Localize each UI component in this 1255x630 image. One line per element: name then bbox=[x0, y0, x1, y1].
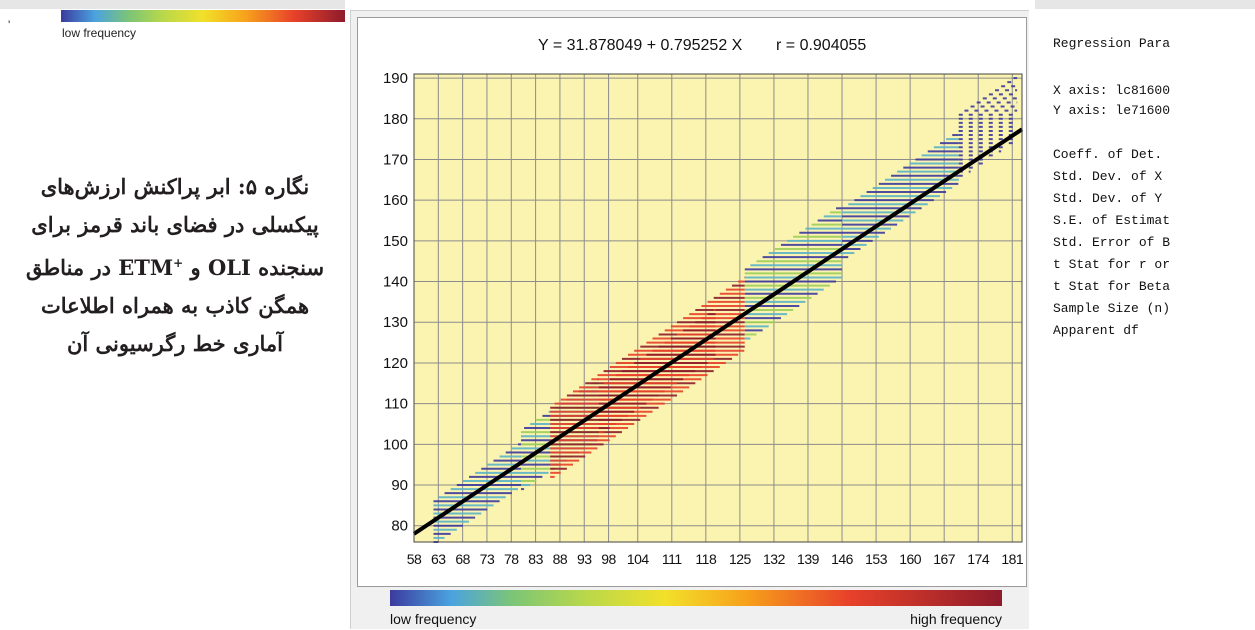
y-tick-label: 160 bbox=[383, 192, 408, 209]
x-tick-label: 111 bbox=[662, 551, 682, 567]
top-bar bbox=[0, 0, 345, 9]
stat-line: t Stat for Beta bbox=[1053, 279, 1170, 294]
scatter-chart: Y = 31.878049 + 0.795252 X r = 0.904055 … bbox=[358, 18, 1026, 586]
x-tick-label: 73 bbox=[480, 551, 495, 567]
scatter-chart-panel: Y = 31.878049 + 0.795252 X r = 0.904055 … bbox=[357, 17, 1027, 587]
caption-line-2: پیکسلی در فضای باند قرمز برای bbox=[10, 206, 340, 244]
x-tick-label: 93 bbox=[577, 551, 592, 567]
caption-etm-sup: + bbox=[173, 256, 183, 270]
y-tick-label: 120 bbox=[383, 355, 408, 372]
x-tick-label: 63 bbox=[431, 551, 446, 567]
x-tick-label: 83 bbox=[528, 551, 543, 567]
y-tick-label: 130 bbox=[383, 314, 408, 331]
y-tick-label: 80 bbox=[391, 518, 408, 535]
x-tick-label: 160 bbox=[899, 551, 922, 567]
top-legend-tick: ' bbox=[8, 18, 10, 32]
stat-line: Regression Para bbox=[1053, 36, 1170, 51]
x-tick-label: 146 bbox=[831, 551, 854, 567]
x-tick-label: 125 bbox=[729, 551, 752, 567]
stat-line: t Stat for r or bbox=[1053, 257, 1170, 272]
caption-etm-text: ETM bbox=[118, 255, 173, 280]
x-tick-labels: 58 63 68 73 78 83 88 93 98 104 111 118 125 132 139 146 1… bbox=[407, 551, 1024, 567]
stat-line: Std. Dev. of X bbox=[1053, 169, 1162, 184]
top-legend-label: low frequency bbox=[62, 26, 136, 40]
x-tick-label: 132 bbox=[763, 551, 786, 567]
correlation-coefficient: r = 0.904055 bbox=[776, 37, 866, 54]
y-tick-labels: 80 90 100 110 120 130 140 150 160 170 180 190 bbox=[383, 70, 408, 535]
y-tick-label: 170 bbox=[383, 151, 408, 168]
x-tick-label: 68 bbox=[455, 551, 470, 567]
stat-line: Y axis: le71600 bbox=[1053, 103, 1170, 118]
top-legend-gradient bbox=[61, 10, 345, 22]
caption-etm: ETM+ bbox=[118, 255, 183, 280]
x-tick-label: 88 bbox=[553, 551, 568, 567]
caption-line-3-pre: سنجنده OLI و bbox=[183, 255, 324, 280]
regression-parameters-panel: Regression Para X axis: lc81600 Y axis: le… bbox=[1035, 0, 1255, 630]
y-tick-label: 90 bbox=[391, 477, 408, 494]
y-tick-label: 150 bbox=[383, 233, 408, 250]
frequency-gradient bbox=[390, 590, 1002, 606]
frequency-legend: low frequency high frequency bbox=[390, 590, 1002, 630]
caption-line-3: سنجنده OLI و ETM+ در مناطق bbox=[10, 244, 340, 287]
legend-low-label: low frequency bbox=[390, 611, 476, 627]
y-tick-label: 190 bbox=[383, 70, 408, 87]
stat-line: Std. Dev. of Y bbox=[1053, 191, 1162, 206]
caption-line-4: همگن کاذب به همراه اطلاعات bbox=[10, 287, 340, 325]
caption-line-5: آماری خط رگرسیونی آن bbox=[10, 325, 340, 363]
x-tick-label: 181 bbox=[1001, 551, 1024, 567]
x-tick-label: 58 bbox=[407, 551, 422, 567]
x-tick-label: 174 bbox=[967, 551, 990, 567]
x-tick-label: 139 bbox=[797, 551, 820, 567]
caption-line-1: نگاره ۵: ابر پراکنش ارزش‌های bbox=[10, 168, 340, 206]
caption-line-3-post: در مناطق bbox=[26, 255, 118, 280]
stat-line: Std. Error of B bbox=[1053, 235, 1170, 250]
y-tick-label: 100 bbox=[383, 436, 408, 453]
y-tick-label: 180 bbox=[383, 111, 408, 128]
stat-line: X axis: lc81600 bbox=[1053, 83, 1170, 98]
right-top-bar bbox=[1035, 0, 1255, 9]
stat-line: Coeff. of Det. bbox=[1053, 147, 1162, 162]
x-tick-label: 104 bbox=[627, 551, 650, 567]
top-frequency-legend: ' low frequency bbox=[0, 0, 345, 46]
y-tick-label: 110 bbox=[384, 396, 408, 413]
x-tick-label: 153 bbox=[865, 551, 888, 567]
scatter-chart-window: Y = 31.878049 + 0.795252 X r = 0.904055 … bbox=[350, 10, 1029, 629]
x-tick-label: 78 bbox=[504, 551, 519, 567]
y-tick-label: 140 bbox=[383, 274, 408, 291]
stat-line: S.E. of Estimat bbox=[1053, 213, 1170, 228]
legend-high-label: high frequency bbox=[910, 611, 1002, 627]
x-tick-label: 118 bbox=[695, 551, 717, 567]
x-tick-label: 167 bbox=[933, 551, 956, 567]
stat-line: Apparent df bbox=[1053, 323, 1139, 338]
figure-caption: نگاره ۵: ابر پراکنش ارزش‌های پیکسلی در ف… bbox=[10, 168, 340, 363]
x-tick-label: 98 bbox=[601, 551, 616, 567]
stat-line: Sample Size (n) bbox=[1053, 301, 1170, 316]
regression-equation: Y = 31.878049 + 0.795252 X bbox=[538, 37, 743, 54]
